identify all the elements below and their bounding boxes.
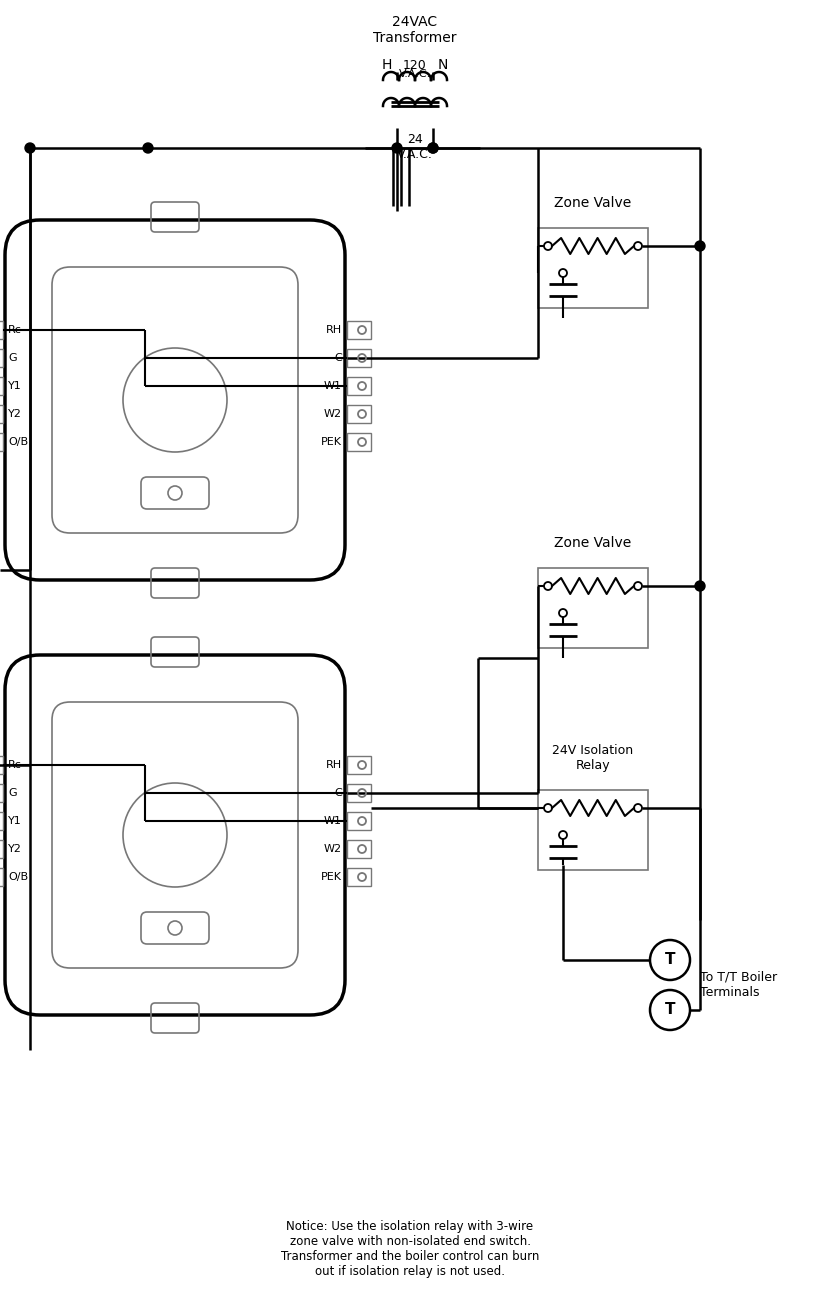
Text: 24VAC
Transformer: 24VAC Transformer	[373, 14, 457, 45]
Circle shape	[392, 143, 402, 154]
Text: T: T	[665, 952, 675, 968]
Text: 120: 120	[403, 59, 427, 71]
Bar	[347, 349, 371, 368]
Text: PEK: PEK	[321, 872, 342, 882]
Text: To T/T Boiler
Terminals: To T/T Boiler Terminals	[700, 972, 777, 999]
Text: N: N	[438, 58, 448, 72]
Text: Zone Valve: Zone Valve	[554, 196, 631, 210]
Bar	[347, 433, 371, 450]
Text: T: T	[665, 1003, 675, 1018]
Bar	[347, 404, 371, 423]
Bar	[347, 868, 371, 886]
Bar	[0, 349, 3, 368]
Text: C: C	[334, 353, 342, 362]
Text: Y1: Y1	[8, 815, 22, 826]
Text: Y2: Y2	[8, 844, 22, 853]
Text: 24V Isolation
Relay: 24V Isolation Relay	[553, 744, 634, 772]
Text: Notice: Use the isolation relay with 3-wire
zone valve with non-isolated end swi: Notice: Use the isolation relay with 3-w…	[281, 1220, 539, 1278]
Bar	[0, 868, 3, 886]
Text: H: H	[382, 58, 392, 72]
Circle shape	[25, 143, 35, 154]
Bar	[0, 784, 3, 802]
Bar	[538, 569, 648, 649]
Text: C: C	[334, 788, 342, 798]
Bar	[347, 320, 371, 339]
Text: O/B: O/B	[8, 437, 28, 446]
Text: Rc: Rc	[8, 326, 22, 335]
Text: Rc: Rc	[8, 760, 22, 769]
Text: PEK: PEK	[321, 437, 342, 446]
Circle shape	[428, 143, 438, 154]
Circle shape	[143, 143, 153, 154]
Bar	[0, 756, 3, 773]
Text: W2: W2	[324, 844, 342, 853]
Bar	[0, 320, 3, 339]
Text: Y1: Y1	[8, 381, 22, 391]
Bar	[0, 404, 3, 423]
Text: G: G	[8, 353, 16, 362]
Text: Y2: Y2	[8, 410, 22, 419]
Bar	[347, 756, 371, 773]
Bar	[538, 790, 648, 871]
Text: Zone Valve: Zone Valve	[554, 536, 631, 550]
Text: W1: W1	[324, 381, 342, 391]
Text: W2: W2	[324, 410, 342, 419]
Text: V.A.C.: V.A.C.	[399, 70, 431, 79]
Text: 24
V.A.C.: 24 V.A.C.	[397, 133, 433, 161]
Bar	[538, 228, 648, 309]
Bar	[0, 433, 3, 450]
Text: O/B: O/B	[8, 872, 28, 882]
Text: RH: RH	[326, 760, 342, 769]
Bar	[347, 811, 371, 830]
Bar	[0, 811, 3, 830]
Text: RH: RH	[326, 326, 342, 335]
Text: G: G	[8, 788, 16, 798]
Bar	[0, 840, 3, 857]
Text: W1: W1	[324, 815, 342, 826]
Bar	[347, 377, 371, 395]
Circle shape	[428, 143, 438, 154]
Circle shape	[695, 580, 705, 591]
Bar	[347, 840, 371, 857]
Bar	[347, 784, 371, 802]
Circle shape	[695, 242, 705, 251]
Bar	[0, 377, 3, 395]
